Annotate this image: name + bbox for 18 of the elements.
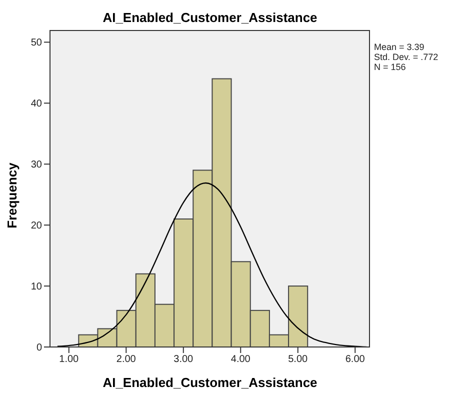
x-tick-label: 5.00: [288, 354, 308, 366]
y-tick-label: 50: [30, 38, 42, 49]
y-tick-label: 10: [30, 282, 42, 293]
x-tick-label: 1.00: [59, 354, 80, 366]
x-tick-label: 3.00: [174, 354, 194, 366]
y-tick-label: 30: [30, 160, 42, 171]
x-tick-label: 6.00: [345, 354, 366, 366]
chart-title: AI_Enabled_Customer_Assistance: [102, 10, 318, 25]
text: Std. Dev. = .772: [374, 52, 438, 62]
y-tick-label: 0: [36, 342, 42, 354]
x-tick-label: 4.00: [230, 354, 251, 366]
text: Mean = 3.39: [374, 42, 426, 52]
text: N = 156: [374, 62, 407, 72]
y-tick-label: 20: [30, 220, 42, 232]
y-axis-title: Frequency: [4, 161, 20, 230]
x-axis-title: AI_Enabled_Customer_Assistance: [102, 375, 318, 390]
y-tick-label: 40: [30, 98, 42, 110]
x-tick-label: 2.00: [116, 354, 136, 366]
